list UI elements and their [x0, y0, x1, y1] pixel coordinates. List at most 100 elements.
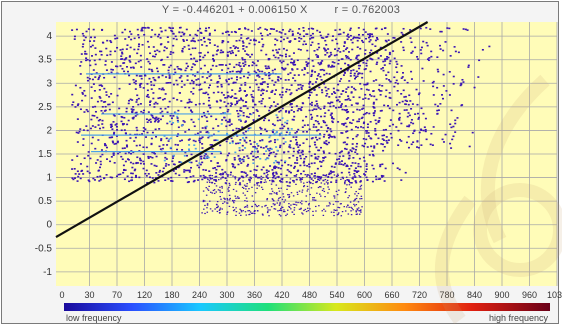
- data-point: [164, 93, 167, 95]
- data-point: [229, 105, 232, 107]
- data-point: [454, 50, 457, 53]
- data-point: [288, 181, 291, 184]
- data-point: [80, 53, 83, 55]
- data-point: [325, 44, 328, 46]
- data-point: [289, 146, 292, 149]
- data-point: [305, 33, 308, 35]
- data-point: [384, 58, 387, 61]
- data-point: [271, 181, 273, 183]
- data-point: [180, 100, 183, 102]
- data-point: [316, 29, 319, 32]
- data-point: [301, 126, 304, 128]
- data-point: [340, 163, 343, 166]
- x-tick-label: 600: [357, 290, 372, 300]
- data-point: [213, 179, 216, 181]
- data-point: [379, 110, 382, 112]
- data-point: [129, 161, 132, 164]
- data-point: [105, 174, 108, 176]
- data-point: [174, 172, 177, 175]
- data-point: [228, 199, 231, 201]
- data-point: [294, 79, 297, 82]
- data-point: [271, 169, 274, 171]
- data-point: [325, 89, 328, 92]
- data-point: [242, 160, 245, 163]
- data-point: [156, 67, 159, 70]
- data-point: [244, 130, 247, 133]
- data-point: [253, 212, 256, 215]
- data-point: [102, 101, 105, 103]
- data-point: [269, 28, 272, 30]
- data-point: [125, 110, 128, 113]
- data-point: [292, 136, 295, 138]
- data-point: [369, 57, 372, 60]
- data-point: [193, 57, 196, 60]
- data-point: [276, 161, 279, 164]
- data-point: [337, 201, 339, 203]
- data-point: [245, 197, 248, 199]
- data-point: [188, 169, 191, 172]
- data-point: [281, 91, 284, 93]
- data-point: [185, 28, 188, 31]
- data-point: [389, 97, 392, 99]
- data-point: [248, 188, 250, 190]
- data-point: [305, 210, 308, 213]
- data-point: [328, 173, 330, 175]
- data-point: [170, 179, 173, 182]
- data-point: [316, 105, 319, 107]
- data-point: [333, 197, 336, 199]
- data-point: [135, 126, 138, 129]
- data-point: [243, 138, 246, 141]
- data-point: [293, 181, 295, 183]
- data-point: [139, 103, 142, 105]
- data-point: [173, 68, 176, 71]
- data-point: [282, 196, 285, 198]
- data-point: [344, 183, 346, 185]
- data-point: [244, 81, 247, 84]
- data-point: [287, 194, 289, 196]
- data-point: [321, 91, 324, 94]
- data-point: [314, 81, 317, 83]
- data-point: [91, 44, 94, 47]
- data-point: [279, 144, 282, 147]
- data-point: [405, 109, 408, 111]
- data-point: [244, 172, 247, 174]
- data-point: [337, 99, 340, 101]
- data-point: [186, 101, 189, 104]
- data-point: [342, 177, 345, 180]
- data-point: [327, 48, 330, 50]
- data-point: [85, 57, 88, 60]
- data-point: [310, 73, 313, 76]
- data-point: [379, 178, 382, 180]
- data-point: [291, 30, 294, 33]
- data-point: [150, 163, 153, 165]
- data-point: [288, 88, 291, 91]
- data-point: [183, 46, 186, 48]
- data-point: [478, 59, 481, 62]
- data-point: [96, 159, 99, 161]
- data-point: [274, 208, 277, 210]
- data-point: [76, 118, 79, 120]
- data-point: [284, 199, 287, 201]
- data-point: [181, 47, 184, 50]
- data-point: [353, 72, 356, 75]
- data-point: [112, 121, 115, 123]
- data-point: [98, 89, 101, 91]
- data-point: [343, 42, 346, 44]
- data-point: [190, 57, 193, 60]
- data-point: [346, 35, 349, 37]
- data-point: [229, 71, 232, 73]
- data-point: [382, 149, 385, 152]
- data-point: [303, 157, 306, 160]
- data-point: [302, 35, 305, 38]
- x-tick-label: 480: [302, 290, 317, 300]
- data-point: [181, 149, 184, 151]
- data-point: [287, 209, 289, 211]
- data-point: [256, 182, 258, 185]
- data-point: [313, 153, 316, 155]
- data-point: [278, 31, 281, 33]
- data-point: [220, 198, 222, 200]
- data-point: [194, 60, 197, 63]
- data-point: [331, 39, 334, 42]
- data-point: [232, 188, 235, 191]
- data-point: [238, 90, 241, 92]
